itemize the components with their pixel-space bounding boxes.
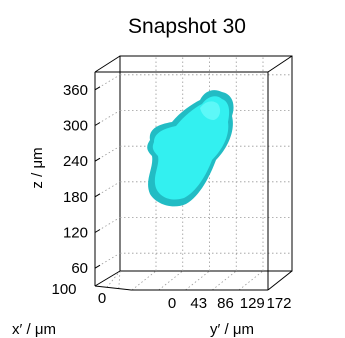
z-tick-mark [94, 193, 101, 198]
z-ticks: 60 120 180 240 300 360 [63, 82, 101, 277]
y-tick-label: 172 [266, 295, 291, 312]
x-axis-label: x′ / μm [12, 321, 56, 338]
y-gridline-floor [238, 270, 264, 291]
surface-blob [147, 90, 234, 207]
x-ticks: 0 100 [51, 281, 106, 307]
surface-highlight [200, 101, 221, 120]
y-gridline-floor [185, 270, 210, 291]
x-gridline-floor [118, 270, 121, 289]
y-gridline-floor [158, 270, 183, 291]
x-tick-label: 0 [98, 290, 106, 307]
z-tick-mark [94, 157, 101, 162]
z-axis-label: z / μm [29, 147, 46, 188]
x-axis-line [94, 285, 132, 291]
z-tick-label: 180 [63, 189, 88, 206]
x-tick-label: 100 [51, 281, 76, 298]
y-tick-label: 86 [217, 295, 234, 312]
chart-title: Snapshot 30 [128, 15, 246, 38]
surface-body [152, 96, 230, 200]
y-ticks: 0 43 86 129 172 [168, 295, 292, 312]
z-tick-mark [94, 229, 101, 233]
z-tick-label: 120 [63, 225, 88, 242]
y-tick-label: 0 [168, 295, 176, 312]
y-tick-label: 129 [240, 295, 265, 312]
z-tick-label: 300 [63, 118, 88, 135]
z-tick-label: 240 [63, 153, 88, 170]
z-tick-mark [94, 86, 101, 91]
box-frame [94, 55, 293, 291]
y-axis-label: y′ / μm [210, 321, 254, 338]
z-tick-mark [94, 122, 101, 126]
box-back-panel [119, 55, 293, 272]
y-gridline-floor [212, 270, 237, 291]
y-tick-label: 43 [190, 295, 207, 312]
z-tick-label: 60 [71, 260, 88, 277]
z-tick-mark [94, 264, 101, 269]
x-gridline-floor [106, 270, 121, 288]
y-gridline-floor [131, 270, 157, 291]
z-tick-label: 360 [63, 82, 88, 99]
